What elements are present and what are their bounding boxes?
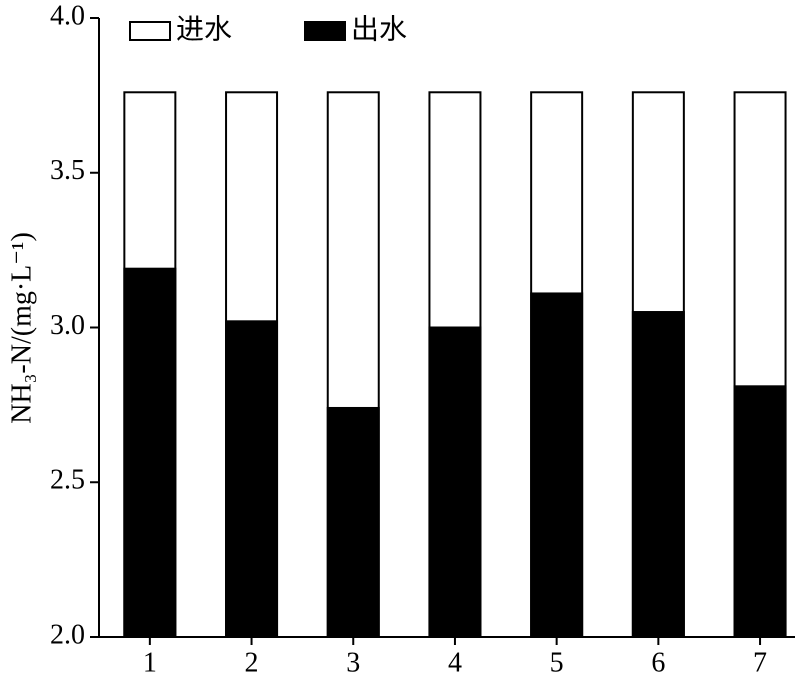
x-tick-label: 6 — [651, 647, 665, 678]
bar — [225, 320, 279, 638]
y-axis-label: NH₃-N/(mg·L⁻¹) — [6, 232, 37, 424]
x-tick-label: 5 — [550, 647, 564, 678]
y-tick-label: 3.0 — [50, 310, 85, 341]
bar — [428, 326, 482, 638]
y-tick-label: 2.0 — [50, 619, 85, 650]
legend-label: 进水 — [176, 13, 232, 45]
x-tick-label: 7 — [753, 647, 767, 678]
bar — [530, 292, 584, 638]
y-tick-label: 2.5 — [50, 465, 85, 496]
bar — [326, 406, 380, 638]
y-tick-label: 3.5 — [50, 155, 85, 186]
y-tick-label: 4.0 — [50, 0, 85, 31]
bar — [631, 311, 685, 638]
x-tick-label: 2 — [245, 647, 259, 678]
x-tick-label: 4 — [448, 647, 462, 678]
bar — [123, 267, 177, 638]
bar — [733, 385, 787, 638]
x-tick-label: 3 — [346, 647, 360, 678]
x-tick-label: 1 — [143, 647, 157, 678]
legend-swatch — [129, 21, 171, 41]
legend-label: 出水 — [351, 13, 407, 45]
legend-swatch — [304, 21, 346, 41]
